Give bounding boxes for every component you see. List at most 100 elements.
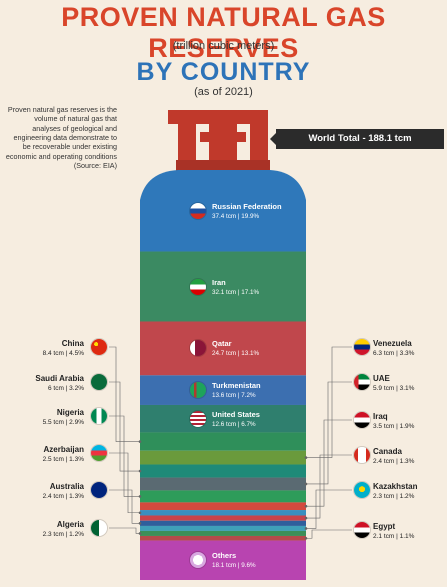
nigeria-flag-icon <box>91 408 107 424</box>
leader-dot-china <box>138 440 142 443</box>
country-value: 6.3 tcm | 3.3% <box>373 350 415 357</box>
country-value: 2.4 tcm | 1.3% <box>42 493 84 500</box>
label-nigeria: Nigeria 5.5 tcm | 2.9% <box>4 408 84 427</box>
country-value: 37.4 tcm | 19.9% <box>212 212 260 220</box>
country-name: Saudi Arabia <box>35 374 84 383</box>
country-name: Canada <box>373 447 402 456</box>
algeria-flag-icon <box>91 520 107 536</box>
country-value: 13.6 tcm | 7.2% <box>212 392 256 400</box>
label-canada: Canada 2.4 tcm | 1.3% <box>373 447 447 466</box>
country-value: 24.7 tcm | 13.1% <box>212 350 260 358</box>
country-name: Others <box>212 551 237 561</box>
country-name: Azerbaijan <box>43 445 84 454</box>
country-name: Iran <box>212 277 226 287</box>
iraq-flag-icon <box>354 412 370 428</box>
country-name: Russian Federation <box>212 201 282 211</box>
band-azerbaijan <box>140 510 306 516</box>
band-venezuela <box>140 450 306 465</box>
country-value: 2.1 tcm | 1.1% <box>373 533 415 540</box>
leader-dot-canada <box>304 516 308 520</box>
leader-line-china <box>109 346 140 442</box>
band-others <box>140 540 306 580</box>
country-name: United States <box>212 409 260 419</box>
band-qatar <box>140 321 306 376</box>
saudi-flag-icon <box>91 374 107 390</box>
country-name: Australia <box>49 482 84 491</box>
leader-line-kazakhstan <box>306 489 352 529</box>
russia-flag-icon <box>190 202 206 219</box>
leader-dot-venezuela <box>304 456 308 459</box>
label-egypt: Egypt 2.1 tcm | 1.1% <box>373 522 447 541</box>
label-venezuela: Venezuela 6.3 tcm | 3.3% <box>373 339 447 358</box>
country-value: 5.5 tcm | 2.9% <box>42 419 84 426</box>
country-value: 8.4 tcm | 4.5% <box>42 350 84 357</box>
turkmenistan-flag-icon <box>190 382 206 399</box>
country-name: UAE <box>373 374 390 383</box>
leader-line-venezuela <box>306 346 352 458</box>
world-total-badge: World Total - 188.1 tcm <box>276 129 444 149</box>
leader-dot-uae <box>304 482 308 486</box>
world-total-arrow <box>270 132 277 146</box>
country-name: Kazakhstan <box>373 482 418 491</box>
country-value: 12.6 tcm | 6.7% <box>212 420 256 428</box>
venezuela-flag-icon <box>354 339 370 355</box>
country-value: 3.5 tcm | 1.9% <box>373 423 415 430</box>
country-name: Turkmenistan <box>212 381 261 391</box>
uae-flag-icon <box>354 374 370 390</box>
units-subtitle: (trillion cubic meters) <box>172 40 275 52</box>
leader-line-algeria <box>109 527 140 534</box>
band-egypt <box>140 535 306 541</box>
country-value: 2.3 tcm | 1.2% <box>42 531 84 538</box>
band-algeria <box>140 530 306 536</box>
leader-dot-nigeria <box>138 495 142 498</box>
label-kazakhstan: Kazakhstan 2.3 tcm | 1.2% <box>373 482 447 501</box>
qatar-flag-icon <box>190 340 206 357</box>
label-china: China 8.4 tcm | 4.5% <box>4 339 84 358</box>
band-canada <box>140 515 306 521</box>
azerbaijan-flag-icon <box>91 445 107 461</box>
label-uae: UAE 5.9 tcm | 3.1% <box>373 374 447 393</box>
label-iraq: Iraq 3.5 tcm | 1.9% <box>373 412 447 431</box>
label-others: Others 18.1 tcm | 9.6% <box>212 551 322 570</box>
title: PROVEN NATURAL GAS RESERVES <box>61 2 386 63</box>
country-name: Iraq <box>373 412 388 421</box>
country-name: China <box>61 339 84 348</box>
date-note: (as of 2021) <box>194 86 253 98</box>
country-value: 18.1 tcm | 9.6% <box>212 562 256 570</box>
band-iran <box>140 251 306 322</box>
band-uae <box>140 477 306 491</box>
band-turkmenistan <box>140 375 306 405</box>
country-name: Qatar <box>212 339 232 349</box>
country-name: Nigeria <box>56 408 84 417</box>
leader-dot-algeria <box>138 532 142 535</box>
usa-flag-icon <box>190 410 206 427</box>
band-united-states <box>140 404 306 433</box>
country-value: 32.1 tcm | 17.1% <box>212 288 260 296</box>
label-qatar: Qatar 24.7 tcm | 13.1% <box>212 339 322 358</box>
leader-line-iraq <box>306 419 352 507</box>
iran-flag-icon <box>190 278 206 295</box>
label-united-states: United States 12.6 tcm | 6.7% <box>212 410 322 429</box>
label-azerbaijan: Azerbaijan 2.5 tcm | 1.3% <box>4 445 84 464</box>
band-russian-federation <box>140 170 306 252</box>
country-value: 2.3 tcm | 1.2% <box>373 493 415 500</box>
country-value: 6 tcm | 3.2% <box>47 385 84 392</box>
leader-dot-australia <box>138 522 142 525</box>
country-name: Egypt <box>373 522 396 531</box>
egypt-flag-icon <box>354 522 370 538</box>
country-value: 2.5 tcm | 1.3% <box>42 456 84 463</box>
band-saudi-arabia <box>140 464 306 478</box>
valve-icon <box>168 110 270 172</box>
band-australia <box>140 520 306 526</box>
band-iraq <box>140 502 306 511</box>
country-value: 5.9 tcm | 3.1% <box>373 385 415 392</box>
label-saudi-arabia: Saudi Arabia 6 tcm | 3.2% <box>4 374 84 393</box>
label-russian-federation: Russian Federation 37.4 tcm | 19.9% <box>212 202 322 221</box>
country-name: Algeria <box>56 520 84 529</box>
leader-dot-kazakhstan <box>304 527 308 530</box>
leader-dot-azerbaijan <box>138 511 142 515</box>
band-nigeria <box>140 490 306 503</box>
country-name: Venezuela <box>373 339 412 348</box>
